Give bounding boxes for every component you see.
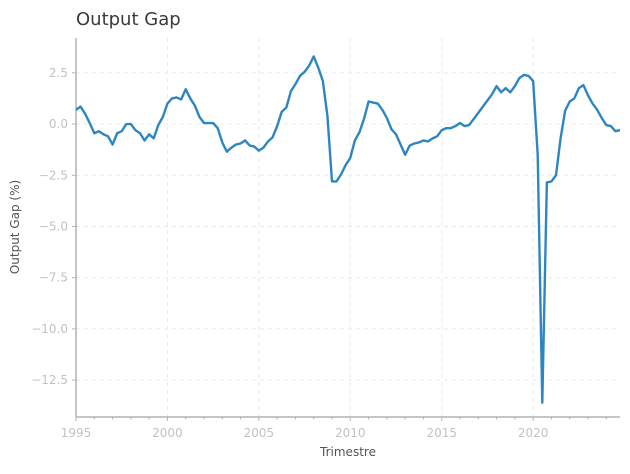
- y-tick-label: −2.5: [39, 168, 68, 182]
- x-tick-label: 2015: [426, 426, 457, 440]
- y-tick-label: −10.0: [31, 322, 68, 336]
- x-tick-label: 2020: [518, 426, 549, 440]
- y-tick-label: −5.0: [39, 219, 68, 233]
- y-tick-label: 0.0: [49, 117, 68, 131]
- x-tick-label: 2000: [152, 426, 183, 440]
- y-tick-label: −12.5: [31, 373, 68, 387]
- y-tick-label: 2.5: [49, 66, 68, 80]
- x-tick-label: 1995: [61, 426, 92, 440]
- x-tick-label: 2005: [244, 426, 275, 440]
- y-axis-label: Output Gap (%): [8, 180, 22, 274]
- x-tick-label: 2010: [335, 426, 366, 440]
- x-axis-label: Trimestre: [319, 445, 376, 459]
- chart-title: Output Gap: [76, 9, 181, 30]
- x-tick-layer: 1995 2000 2005 2010 2015 2020: [61, 417, 607, 440]
- y-tick-label: −7.5: [39, 271, 68, 285]
- y-tick-layer: 2.5 0.0 −2.5 −5.0 −7.5 −10.0 −12.5: [31, 66, 76, 387]
